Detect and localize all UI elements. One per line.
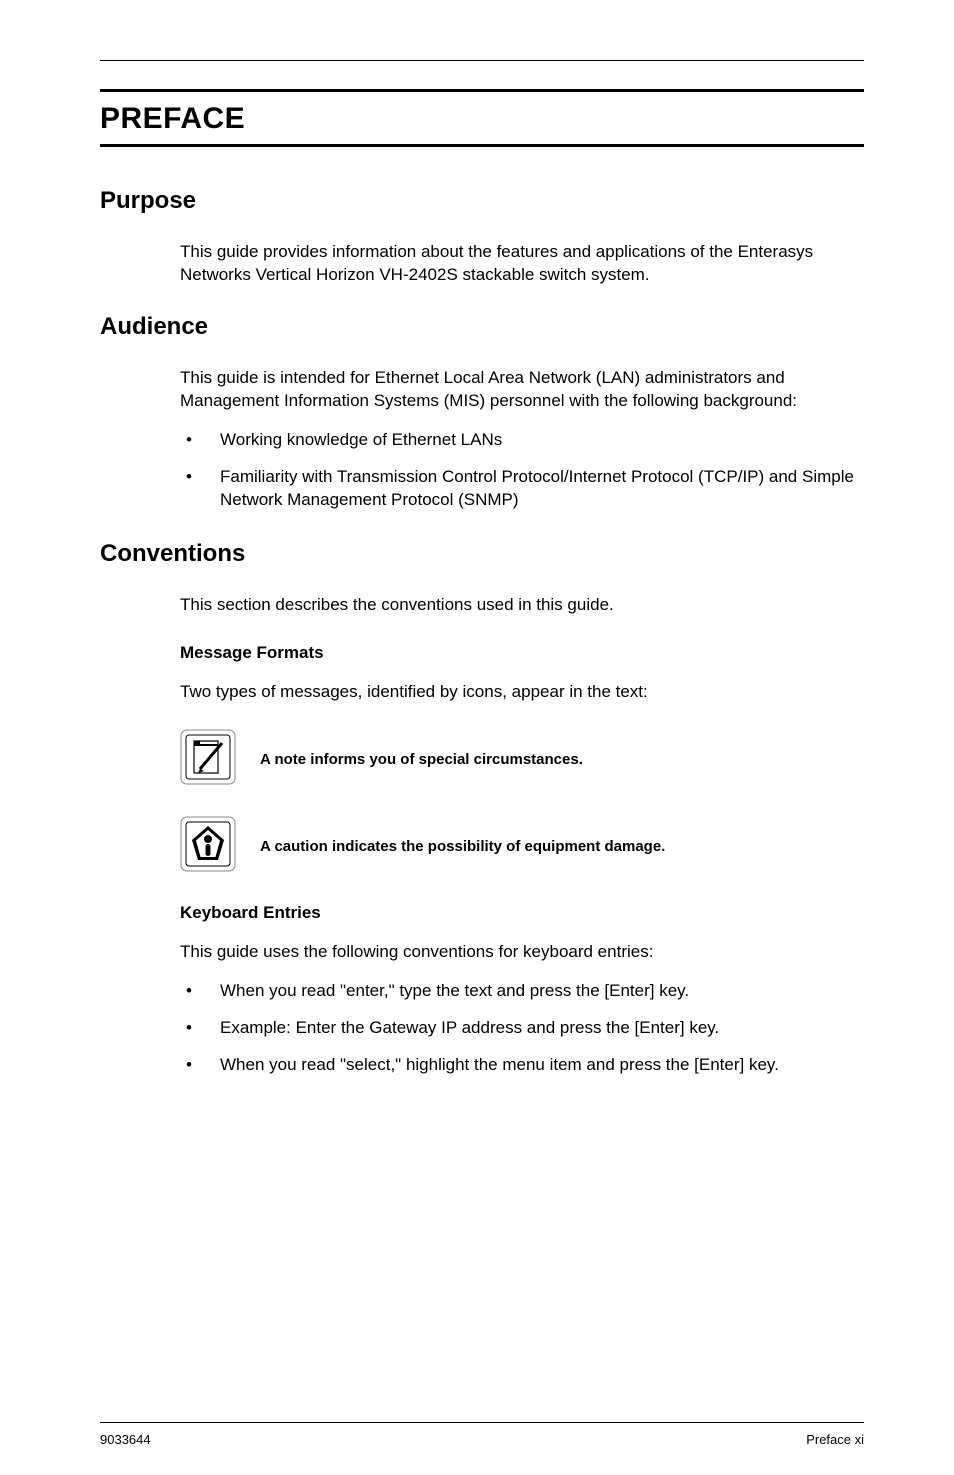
conventions-block: This section describes the conventions u… xyxy=(180,594,864,1078)
keyboard-entries-bullets: When you read "enter," type the text and… xyxy=(180,980,864,1077)
purpose-block: This guide provides information about th… xyxy=(180,241,864,287)
audience-block: This guide is intended for Ethernet Loca… xyxy=(180,367,864,512)
title-rule-bottom xyxy=(100,144,864,147)
footer-rule xyxy=(100,1422,864,1423)
note-text: A note informs you of special circumstan… xyxy=(260,751,583,768)
list-item: Familiarity with Transmission Control Pr… xyxy=(180,466,864,512)
audience-bullets: Working knowledge of Ethernet LANs Famil… xyxy=(180,429,864,512)
list-item: Working knowledge of Ethernet LANs xyxy=(180,429,864,452)
conventions-intro: This section describes the conventions u… xyxy=(180,594,864,617)
footer-right: Preface xi xyxy=(806,1432,864,1447)
list-item: When you read "select," highlight the me… xyxy=(180,1054,864,1077)
subheading-keyboard-entries: Keyboard Entries xyxy=(180,903,864,923)
purpose-body: This guide provides information about th… xyxy=(180,241,864,287)
page-title: PREFACE xyxy=(100,96,864,138)
caution-text: A caution indicates the possibility of e… xyxy=(260,838,665,855)
note-callout: A note informs you of special circumstan… xyxy=(180,729,864,790)
title-rule-top xyxy=(100,89,864,92)
heading-conventions: Conventions xyxy=(100,540,864,568)
heading-purpose: Purpose xyxy=(100,187,864,215)
list-item: When you read "enter," type the text and… xyxy=(180,980,864,1003)
footer-left: 9033644 xyxy=(100,1432,151,1447)
page-footer: 9033644 Preface xi xyxy=(100,1432,864,1447)
caution-callout: A caution indicates the possibility of e… xyxy=(180,816,864,877)
audience-body: This guide is intended for Ethernet Loca… xyxy=(180,367,864,413)
message-formats-intro: Two types of messages, identified by ico… xyxy=(180,681,864,704)
page-top-rule xyxy=(100,60,864,61)
list-item: Example: Enter the Gateway IP address an… xyxy=(180,1017,864,1040)
subheading-message-formats: Message Formats xyxy=(180,643,864,663)
heading-audience: Audience xyxy=(100,313,864,341)
caution-icon xyxy=(180,816,236,877)
note-icon xyxy=(180,729,236,790)
keyboard-entries-intro: This guide uses the following convention… xyxy=(180,941,864,964)
